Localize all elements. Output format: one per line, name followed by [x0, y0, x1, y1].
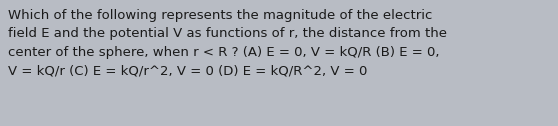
Text: Which of the following represents the magnitude of the electric
field E and the : Which of the following represents the ma… [8, 9, 448, 77]
